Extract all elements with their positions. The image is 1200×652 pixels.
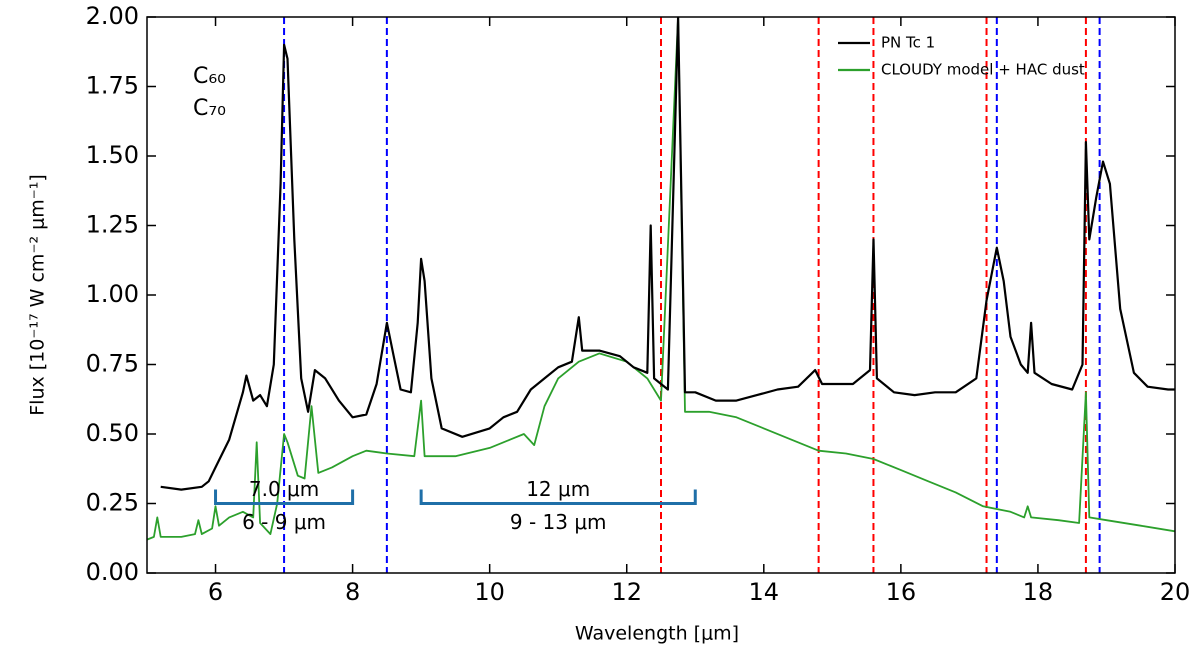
y-tick-label: 0.75 (86, 350, 139, 378)
x-tick-label: 16 (886, 578, 917, 606)
x-tick-label: 18 (1023, 578, 1054, 606)
feature-label: C₆₀ (193, 64, 226, 89)
y-tick-label: 0.25 (86, 489, 139, 517)
x-tick-label: 12 (611, 578, 642, 606)
x-tick-label: 6 (208, 578, 223, 606)
y-tick-label: 1.25 (86, 211, 139, 239)
bracket-label: 12 μm (526, 477, 590, 501)
bracket (419, 489, 697, 505)
series-line (160, 17, 1175, 491)
y-tick-label: 1.50 (86, 141, 139, 169)
feature-label: C₇₀ (193, 96, 226, 121)
y-tick-label: 0.00 (86, 558, 139, 586)
x-tick-label: 10 (474, 578, 505, 606)
x-tick-label: 20 (1160, 578, 1191, 606)
x-axis-label: Wavelength [μm] (575, 623, 739, 645)
bracket-label: 9 - 13 μm (510, 510, 607, 534)
legend-label: PN Tc 1 (881, 34, 935, 52)
plot-area (147, 17, 1175, 573)
series-line (147, 17, 1175, 541)
y-tick-label: 2.00 (86, 2, 139, 30)
plot-frame (146, 16, 1176, 574)
legend-label: CLOUDY model + HAC dust (881, 61, 1085, 79)
y-axis-label: Flux [10⁻¹⁷ W cm⁻² μm⁻¹] (27, 174, 49, 416)
bracket-label: 7.0 μm (249, 477, 319, 501)
y-tick-label: 1.75 (86, 72, 139, 100)
x-tick-label: 14 (749, 578, 780, 606)
x-tick-label: 8 (345, 578, 360, 606)
y-tick-label: 0.50 (86, 419, 139, 447)
bracket (214, 489, 355, 505)
bracket-label: 6 - 9 μm (242, 510, 326, 534)
y-tick-label: 1.00 (86, 280, 139, 308)
